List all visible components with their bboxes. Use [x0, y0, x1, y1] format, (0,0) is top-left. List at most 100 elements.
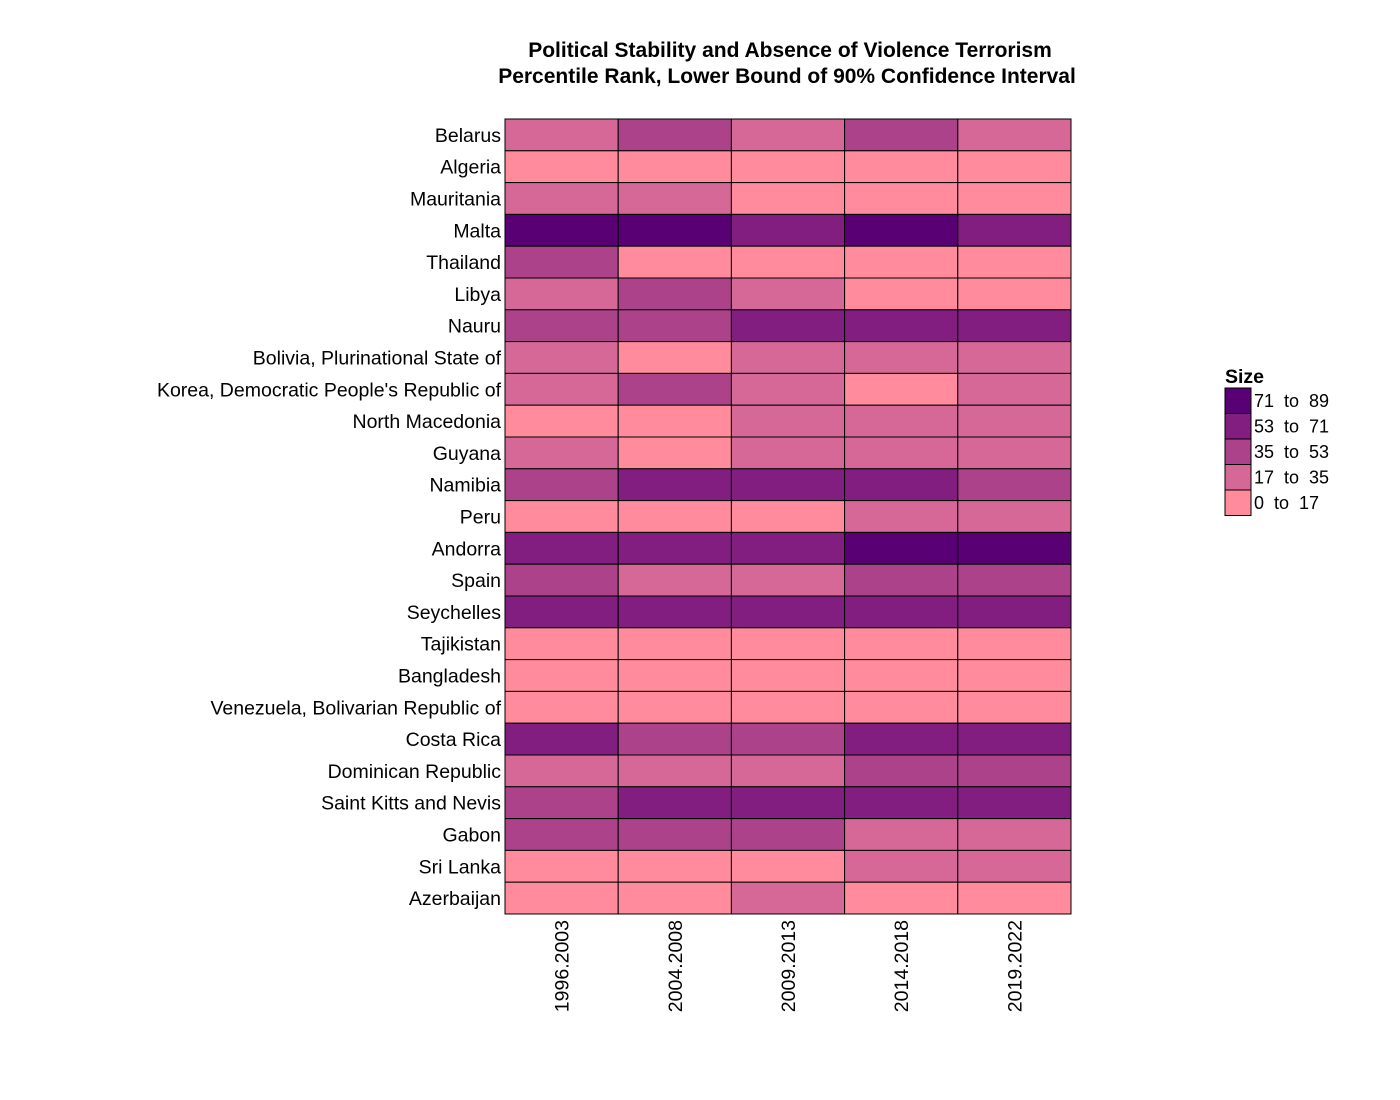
heatmap-cell — [844, 531, 959, 565]
heatmap-cell — [730, 786, 846, 820]
heatmap-cell — [844, 372, 959, 406]
heatmap-cell — [617, 563, 732, 597]
heatmap-cell — [957, 182, 1072, 215]
row-label: Gabon — [442, 825, 501, 847]
heatmap-cell — [957, 531, 1072, 565]
row-labels: Belarus Algeria Mauritania Malta Thailand Lib… — [157, 125, 502, 910]
heatmap-cell — [617, 627, 732, 661]
heatmap-cell — [730, 182, 846, 215]
heatmap-cell — [504, 786, 619, 820]
legend: Size 71 to 89 53 to 71 35 to 53 17 to 35 0 t… — [1224, 366, 1329, 516]
row-label: Guyana — [433, 443, 501, 465]
heatmap-cell — [617, 118, 732, 152]
heatmap-cell — [957, 341, 1072, 374]
heatmap-cell — [504, 118, 619, 152]
heatmap-cell — [504, 722, 619, 756]
row-label: Belarus — [435, 125, 501, 147]
heatmap-cell — [957, 150, 1072, 184]
chart-title: Political Stability and Absence of Viole… — [528, 39, 1052, 62]
row-label: Peru — [460, 507, 501, 529]
heatmap-cell — [844, 849, 959, 883]
heatmap-cell — [617, 722, 732, 756]
heatmap-cell — [730, 595, 846, 629]
heatmap-cell — [730, 722, 846, 756]
heatmap-cell — [617, 404, 732, 438]
heatmap-cell — [957, 595, 1072, 629]
heatmap-cell — [617, 309, 732, 343]
heatmap-cell — [957, 818, 1072, 851]
heatmap-cell — [730, 118, 846, 152]
heatmap-cell — [957, 659, 1072, 692]
heatmap-cell — [504, 150, 619, 184]
heatmap-cell — [617, 468, 732, 502]
heatmap-cell — [617, 213, 732, 247]
legend-swatch — [1224, 413, 1252, 440]
row-label: Costa Rica — [406, 729, 502, 751]
heatmap-cell — [844, 436, 959, 470]
legend-swatch — [1224, 438, 1252, 465]
heatmap-cell — [957, 786, 1072, 820]
heatmap-cell — [730, 245, 846, 279]
row-label: Thailand — [426, 252, 501, 274]
heatmap-cell — [617, 595, 732, 629]
heatmap-cell — [730, 277, 846, 311]
heatmap-cell — [844, 690, 959, 724]
heatmap-cell — [957, 468, 1072, 502]
column-label: 2019.2022 — [1004, 920, 1026, 1012]
heatmap-cell — [730, 341, 846, 374]
heatmap-cell — [504, 341, 619, 374]
row-label: Venezuela, Bolivarian Republic of — [210, 697, 501, 719]
heatmap-cell — [730, 563, 846, 597]
heatmap-cell — [844, 309, 959, 343]
heatmap-cell — [504, 245, 619, 279]
legend-items: 71 to 89 53 to 71 35 to 53 17 to 35 0 to 17 — [1224, 387, 1329, 516]
heatmap-cell — [504, 468, 619, 502]
heatmap-cell — [844, 213, 959, 247]
column-label: 2014.2018 — [891, 920, 913, 1012]
legend-label: 71 to 89 — [1254, 391, 1329, 411]
heatmap-cell — [504, 500, 619, 533]
heatmap-cell — [730, 404, 846, 438]
row-label: Bangladesh — [398, 666, 501, 688]
heatmap-cell — [844, 818, 959, 851]
row-label: North Macedonia — [353, 411, 502, 433]
legend-label: 17 to 35 — [1254, 467, 1329, 487]
row-label: Sri Lanka — [419, 856, 502, 878]
heatmap-cell — [617, 531, 732, 565]
row-label: Algeria — [440, 157, 501, 179]
row-label: Mauritania — [410, 189, 501, 211]
heatmap-cell — [730, 659, 846, 692]
heatmap-cell — [844, 659, 959, 692]
heatmap-cell — [730, 690, 846, 724]
heatmap-cell — [957, 118, 1072, 152]
heatmap-cell — [504, 404, 619, 438]
heatmap-cell — [730, 468, 846, 502]
row-label: Azerbaijan — [409, 888, 501, 910]
heatmap-cell — [844, 118, 959, 152]
heatmap-cell — [730, 754, 846, 788]
heatmap-cell — [504, 627, 619, 661]
heatmap-cell — [957, 277, 1072, 311]
heatmap-cell — [844, 245, 959, 279]
heatmap-cell — [617, 818, 732, 851]
heatmap-cell — [730, 372, 846, 406]
heatmap-cell — [844, 722, 959, 756]
heatmap-cell — [617, 659, 732, 692]
legend-swatch — [1224, 464, 1252, 491]
row-label: Tajikistan — [421, 634, 501, 656]
heatmap-cell — [617, 786, 732, 820]
heatmap-cell — [504, 754, 619, 788]
heatmap-cell — [844, 595, 959, 629]
heatmap-cell — [504, 213, 619, 247]
row-label: Seychelles — [407, 602, 502, 624]
heatmap-cell — [504, 690, 619, 724]
heatmap-cell — [730, 849, 846, 883]
legend-label: 35 to 53 — [1254, 442, 1329, 462]
heatmap-cell — [844, 500, 959, 533]
heatmap-cell — [617, 245, 732, 279]
heatmap-cell — [504, 659, 619, 692]
heatmap-cell — [504, 881, 619, 915]
heatmap-cell — [504, 182, 619, 215]
heatmap-cell — [957, 500, 1072, 533]
